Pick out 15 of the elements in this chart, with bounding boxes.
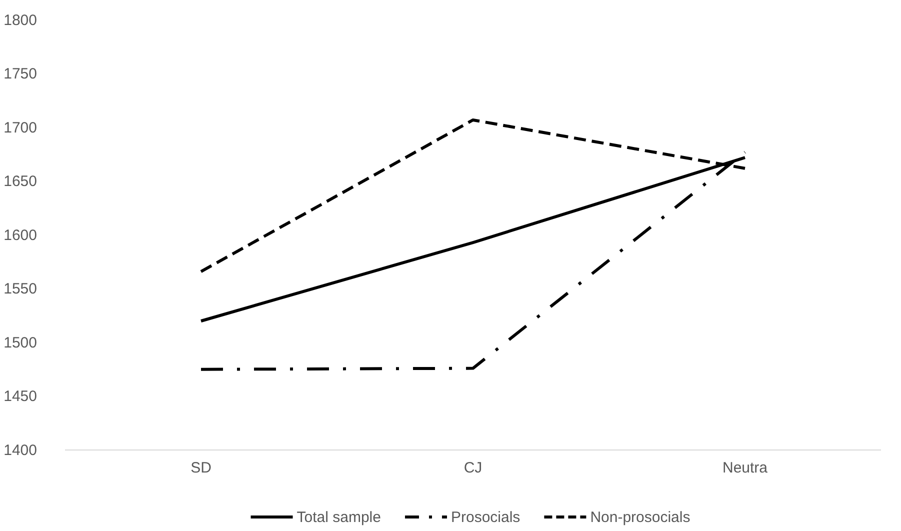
y-tick-label: 1450 <box>4 388 37 406</box>
y-tick-label: 1650 <box>4 173 37 190</box>
y-tick-label: 1400 <box>4 442 37 459</box>
y-tick-label: 1550 <box>4 280 37 298</box>
y-tick-label: 1800 <box>4 12 37 29</box>
y-tick-label: 1500 <box>4 334 37 352</box>
y-tick-label: 1700 <box>4 119 37 136</box>
y-tick-label: 1600 <box>4 226 37 244</box>
y-tick-label: 1750 <box>4 66 37 83</box>
legend-label: Prosocials <box>450 509 520 526</box>
x-tick-label: Neutra <box>722 460 768 477</box>
legend-label: Total sample <box>296 509 381 526</box>
x-tick-label: CJ <box>464 460 482 477</box>
x-tick-label: SD <box>190 460 212 477</box>
legend-label: Non-prosocials <box>590 509 690 526</box>
